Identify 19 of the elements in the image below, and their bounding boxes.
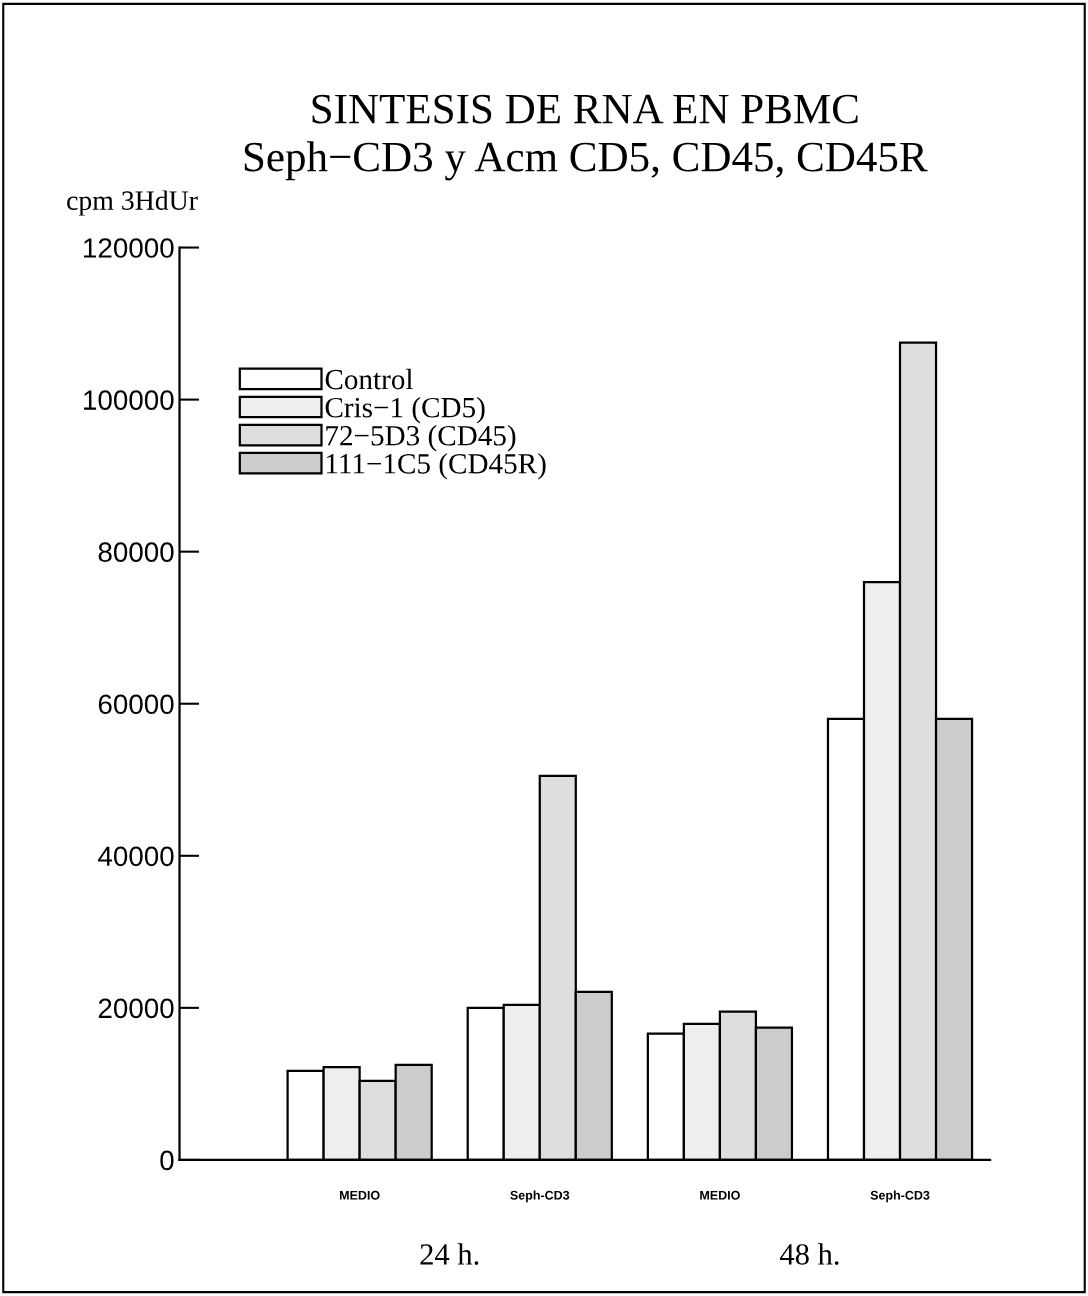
y-tick-label: 100000 [84, 390, 174, 410]
legend-label: Cris−1 (CD5) [325, 396, 485, 424]
legend-label: 111−1C5 (CD45R) [326, 453, 546, 480]
x-tick-label: MEDIO [700, 1190, 740, 1200]
text: 48 h. [780, 1243, 839, 1265]
y-tick-label: 120000 [84, 238, 174, 258]
y-tick-label: 20000 [98, 998, 174, 1019]
legend-label: Control [325, 368, 413, 390]
y-tick-label: 0 [160, 1150, 174, 1171]
chart-title: SINTESIS DE RNA EN PBMC Seph−CD3 y Acm CD5, CD45, CD45R [244, 94, 928, 181]
y-tick-label: 60000 [98, 694, 174, 715]
x-tick-label: MEDIO [339, 1190, 380, 1200]
legend-label: 72−5D3 (CD45) [326, 425, 516, 452]
y-tick-label: 40000 [98, 846, 174, 867]
y-axis-title: cpm 3HdUr [67, 190, 198, 216]
y-tick-label: 80000 [98, 542, 174, 562]
text: 24 h. [420, 1243, 479, 1265]
x-tick-label: Seph-CD3 [510, 1190, 570, 1203]
x-tick-label: Seph-CD3 [870, 1190, 930, 1203]
